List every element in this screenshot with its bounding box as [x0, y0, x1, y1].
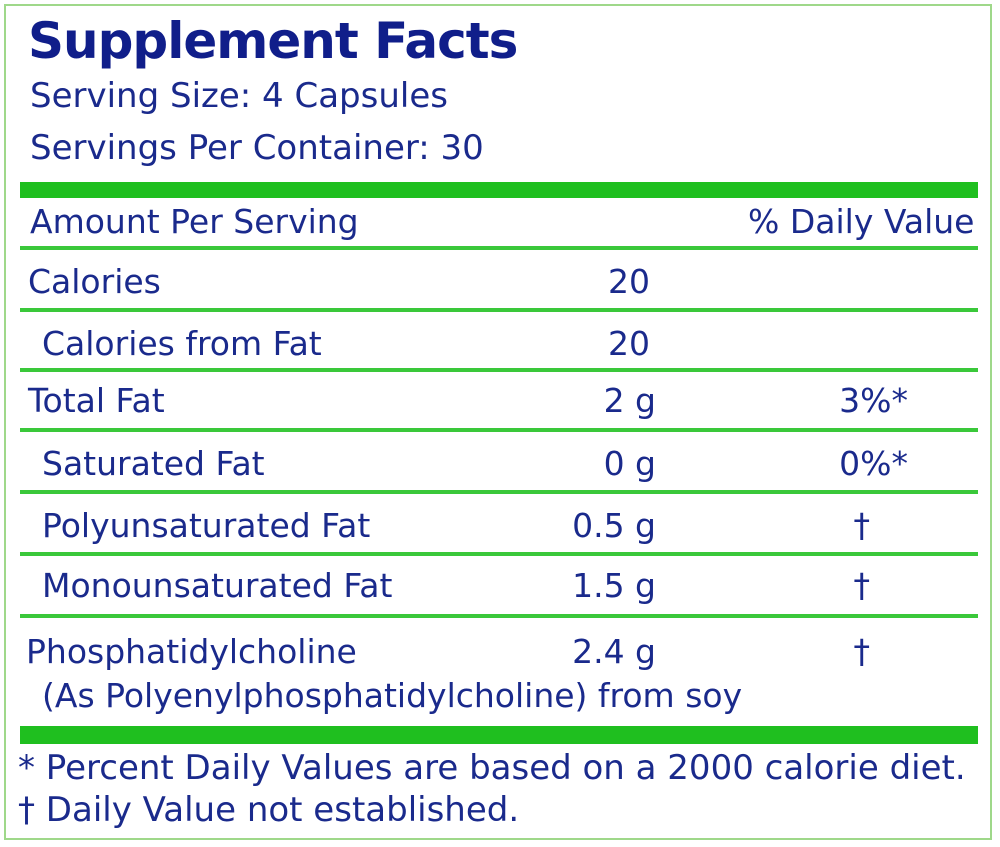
row-divider [20, 246, 978, 250]
row-divider [20, 308, 978, 312]
bottom-thick-rule [20, 726, 978, 744]
serving-size: Serving Size: 4 Capsules [30, 76, 448, 116]
row-calories-amount: 20 [608, 262, 650, 301]
row-divider [20, 368, 978, 372]
supplement-facts-panel [4, 4, 992, 840]
row-saturated-fat-label: Saturated Fat [42, 444, 265, 483]
row-divider [20, 490, 978, 494]
servings-per-container: Servings Per Container: 30 [30, 128, 484, 168]
row-polyunsaturated-fat-amount: 0.5 g [572, 506, 656, 545]
row-phosphatidylcholine-label: Phosphatidylcholine [26, 632, 357, 671]
row-phosphatidylcholine-amount: 2.4 g [572, 632, 656, 671]
row-polyunsaturated-fat-label: Polyunsaturated Fat [42, 506, 371, 545]
row-monounsaturated-fat-dv: † [853, 566, 871, 605]
row-monounsaturated-fat-label: Monounsaturated Fat [42, 566, 393, 605]
row-polyunsaturated-fat-dv: † [853, 506, 871, 545]
row-saturated-fat-amount: 0 g [603, 444, 656, 483]
daily-value-header: % Daily Value [748, 202, 975, 241]
row-phosphatidylcholine-dv: † [853, 632, 871, 671]
row-saturated-fat-dv: 0%* [839, 444, 908, 483]
top-thick-rule [20, 182, 978, 198]
footnote-daily-values: * Percent Daily Values are based on a 20… [18, 748, 966, 788]
row-total-fat-label: Total Fat [28, 381, 165, 420]
row-monounsaturated-fat-amount: 1.5 g [572, 566, 656, 605]
row-total-fat-dv: 3%* [839, 381, 908, 420]
row-phosphatidylcholine-sublabel: (As Polyenylphosphatidylcholine) from so… [42, 676, 743, 715]
row-divider [20, 552, 978, 556]
row-divider [20, 614, 978, 618]
amount-per-serving-header: Amount Per Serving [30, 202, 359, 241]
row-divider [20, 428, 978, 432]
row-total-fat-amount: 2 g [603, 381, 656, 420]
row-calories-from-fat-label: Calories from Fat [42, 324, 322, 363]
row-calories-from-fat-amount: 20 [608, 324, 650, 363]
panel-title: Supplement Facts [28, 12, 518, 70]
footnote-not-established: † Daily Value not established. [18, 790, 520, 830]
row-calories-label: Calories [28, 262, 161, 301]
